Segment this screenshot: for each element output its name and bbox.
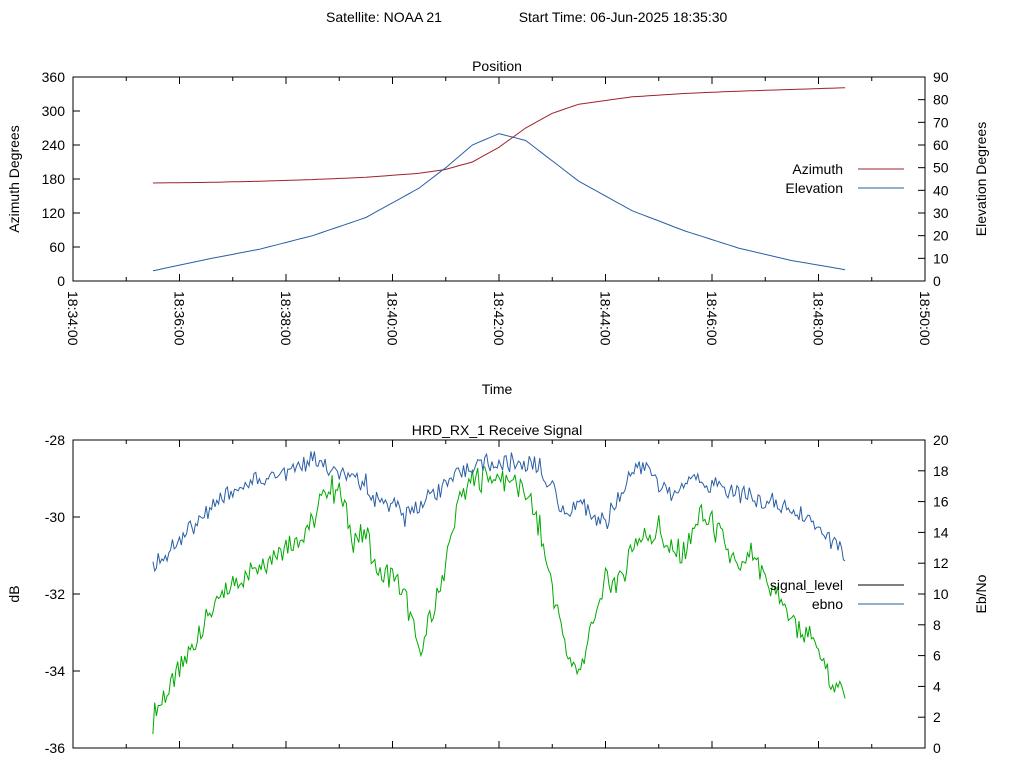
position-x-tick-label: 18:36:00 [172,291,188,346]
position-left-tick-label: 60 [49,239,65,255]
receive-signal-right-axis-label: Eb/No [973,574,989,613]
position-chart: Position Azimuth Degrees Elevation Degre… [6,58,989,397]
position-left-tick-label: 120 [42,205,66,221]
start-time: Start Time: 06-Jun-2025 18:35:30 [519,9,728,25]
receive-signal-series [152,451,846,735]
receive-signal-right-tick-label: 10 [933,586,949,602]
position-left-axis-label: Azimuth Degrees [6,125,22,232]
receive-signal-right-tick-label: 18 [933,463,949,479]
position-legend: Azimuth Elevation [785,161,904,196]
receive-signal-right-tick-label: 16 [933,494,949,510]
receive-signal-plot-frame [72,439,926,749]
position-left-tick-label: 0 [57,273,65,289]
position-x-tick-label: 18:40:00 [385,291,401,346]
satellite-name: Satellite: NOAA 21 [326,9,442,25]
receive-signal-legend-label: ebno [812,596,843,612]
position-azimuth-line [152,87,846,184]
position-legend-label: Azimuth [792,161,843,177]
receive-signal-left-tick-label: -32 [45,586,65,602]
receive-signal-chart-title: HRD_RX_1 Receive Signal [412,422,582,438]
position-right-tick-label: 50 [933,160,949,176]
position-right-tick-label: 30 [933,205,949,221]
position-x-tick-label: 18:44:00 [598,291,614,346]
position-x-tick-label: 18:42:00 [491,291,507,346]
receive-signal-ebno-line [152,451,846,573]
position-left-tick-label: 360 [42,69,66,85]
position-left-tick-label: 240 [42,137,66,153]
position-x-axis-label: Time [482,381,513,397]
receive-signal-axes: -36 -34 -32 -30 -28 0 2 4 6 8 10 12 14 16 18 20 [45,432,949,756]
receive-signal-right-tick-label: 20 [933,432,949,448]
receive-signal-right-tick-label: 6 [933,648,941,664]
receive-signal-signal-level-line [152,466,846,735]
receive-signal-right-tick-label: 4 [933,678,941,694]
position-right-tick-label: 20 [933,228,949,244]
receive-signal-left-tick-label: -34 [45,663,65,679]
receive-signal-right-tick-label: 14 [933,524,949,540]
position-axes: 0 60 120 180 240 300 360 0 10 20 30 40 50 60 70 80 90 18:… [42,69,949,346]
position-x-tick-label: 18:34:00 [65,291,81,346]
position-right-tick-label: 90 [933,69,949,85]
receive-signal-legend-label: signal_level [770,577,843,593]
position-right-tick-label: 70 [933,114,949,130]
position-right-tick-label: 0 [933,273,941,289]
receive-signal-right-tick-label: 2 [933,709,941,725]
receive-signal-right-tick-label: 12 [933,555,949,571]
position-right-tick-label: 80 [933,92,949,108]
receive-signal-right-tick-label: 0 [933,740,941,756]
receive-signal-left-axis-label: dB [6,585,22,602]
position-series [152,87,846,272]
receive-signal-chart: HRD_RX_1 Receive Signal dB Eb/No -36-34-… [6,422,989,756]
position-x-tick-label: 18:38:00 [278,291,294,346]
position-plot-frame [72,76,926,282]
position-chart-title: Position [472,58,522,74]
position-elevation-line [152,133,846,272]
position-right-tick-label: 60 [933,137,949,153]
position-right-tick-label: 10 [933,250,949,266]
position-right-tick-label: 40 [933,182,949,198]
receive-signal-right-tick-label: 8 [933,617,941,633]
position-legend-label: Elevation [785,180,843,196]
position-x-tick-label: 18:50:00 [917,291,933,346]
receive-signal-left-tick-label: -36 [45,740,65,756]
receive-signal-left-tick-label: -28 [45,432,65,448]
position-x-tick-label: 18:48:00 [811,291,827,346]
position-right-axis-label: Elevation Degrees [973,122,989,236]
position-x-tick-label: 18:46:00 [704,291,720,346]
receive-signal-left-tick-label: -30 [45,509,65,525]
position-left-tick-label: 180 [42,171,66,187]
position-left-tick-label: 300 [42,103,66,119]
